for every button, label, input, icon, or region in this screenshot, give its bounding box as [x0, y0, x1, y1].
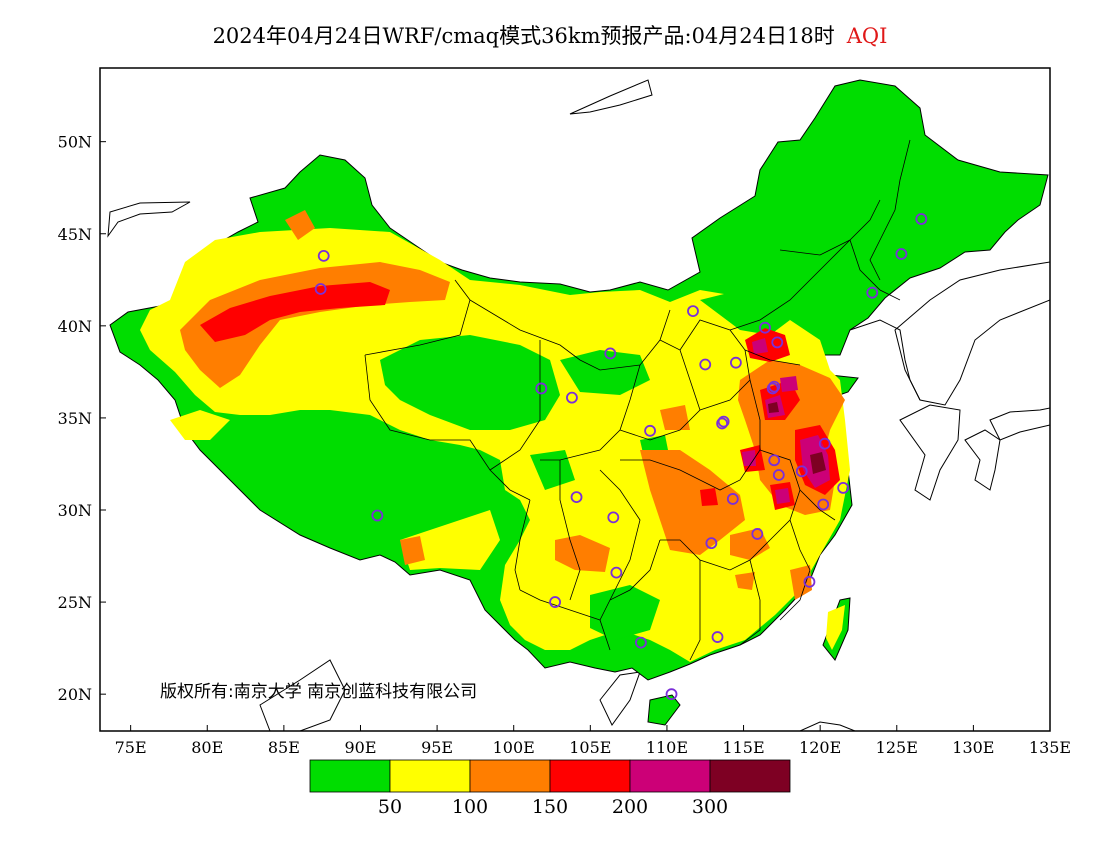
station-marker [687, 305, 699, 318]
colorbar-swatch [549, 759, 631, 793]
colorbar-swatch [389, 759, 471, 793]
station-marker [549, 596, 561, 608]
aqi-level-good-patches [380, 290, 790, 640]
latitude-axis: 50N 45N 40N 35N 30N 25N 20N [58, 133, 106, 704]
lon-tick-label: 90E [344, 738, 376, 757]
neighbor-land [107, 79, 1050, 731]
station-marker [314, 283, 327, 295]
province-boundaries [364, 139, 911, 661]
station-marker [699, 358, 712, 371]
title-text: 2024年04月24日WRF/cmaq模式36km预报产品:04月24日18时 [212, 24, 835, 48]
lat-tick-label: 35N [58, 409, 92, 428]
lon-tick-label: 135E [1029, 738, 1071, 757]
lon-tick-label: 85E [268, 738, 300, 757]
colorbar-label: 100 [452, 796, 488, 818]
station-marker [817, 498, 830, 511]
station-marker [566, 391, 578, 404]
station-marker [866, 286, 879, 299]
station-marker [607, 511, 620, 524]
station-marker [759, 321, 771, 334]
station-marker [317, 249, 330, 262]
station-marker [716, 417, 728, 430]
station-marker [726, 493, 739, 505]
colorbar-swatch [629, 759, 711, 793]
lon-tick-label: 75E [115, 738, 147, 757]
lon-tick-label: 80E [191, 738, 223, 757]
station-marker [768, 454, 781, 467]
copyright-text: 版权所有:南京大学 南京创蓝科技有限公司 [160, 682, 477, 702]
station-marker [665, 688, 678, 701]
longitude-axis: 75E 80E 85E 90E 95E 100E 105E 110E 115E 120E 125E 1… [115, 725, 1071, 757]
colorbar-label: 300 [692, 796, 728, 818]
colorbar-swatch [309, 759, 391, 793]
lat-tick-label: 25N [58, 593, 92, 612]
lon-tick-label: 105E [569, 738, 611, 757]
station-marker [610, 566, 623, 579]
station-marker [837, 481, 850, 494]
lon-tick-label: 100E [493, 738, 535, 757]
station-marker [371, 509, 384, 522]
station-marker [604, 347, 617, 360]
station-marker [535, 382, 548, 395]
station-marker [895, 248, 908, 260]
station-marker [768, 380, 781, 393]
station-marker [705, 537, 718, 550]
station-markers [314, 213, 928, 701]
station-marker [729, 356, 742, 369]
colorbar-label: 50 [378, 796, 402, 818]
lon-tick-label: 125E [876, 738, 918, 757]
station-marker [711, 631, 724, 643]
lon-tick-label: 110E [646, 738, 688, 757]
station-marker [915, 213, 928, 225]
lon-tick-label: 120E [799, 738, 841, 757]
station-marker [717, 415, 730, 428]
lat-tick-label: 45N [58, 225, 92, 244]
aqi-level-hazardous [768, 402, 826, 474]
lon-tick-label: 130E [952, 738, 994, 757]
lat-tick-label: 50N [58, 133, 92, 152]
colorbar-swatch [709, 759, 791, 793]
lat-tick-label: 40N [58, 317, 92, 336]
colorbar-swatch [469, 759, 551, 793]
station-marker [644, 424, 656, 437]
station-marker [570, 491, 583, 504]
coastline [849, 319, 921, 401]
station-marker [634, 636, 647, 649]
lat-tick-label: 20N [58, 685, 92, 704]
map-title: 2024年04月24日WRF/cmaq模式36km预报产品:04月24日18时 A… [0, 20, 1100, 50]
colorbar-label: 150 [532, 796, 568, 818]
colorbar-label: 200 [612, 796, 648, 818]
lat-tick-label: 30N [58, 501, 92, 520]
lon-tick-label: 115E [722, 738, 764, 757]
map-plot [107, 79, 1050, 731]
station-marker [766, 382, 779, 395]
title-variable: AQI [846, 24, 888, 48]
aqi-level-good-moderate [140, 228, 850, 662]
station-marker [795, 465, 808, 478]
lon-tick-label: 95E [421, 738, 453, 757]
station-marker [772, 469, 785, 481]
station-marker [818, 437, 831, 450]
station-marker [751, 528, 764, 540]
station-marker [803, 575, 816, 588]
hainan [647, 694, 681, 726]
aqi-colorbar: 50 100 150 200 300 [309, 759, 791, 818]
station-marker [771, 336, 784, 349]
map-frame [99, 67, 1051, 732]
